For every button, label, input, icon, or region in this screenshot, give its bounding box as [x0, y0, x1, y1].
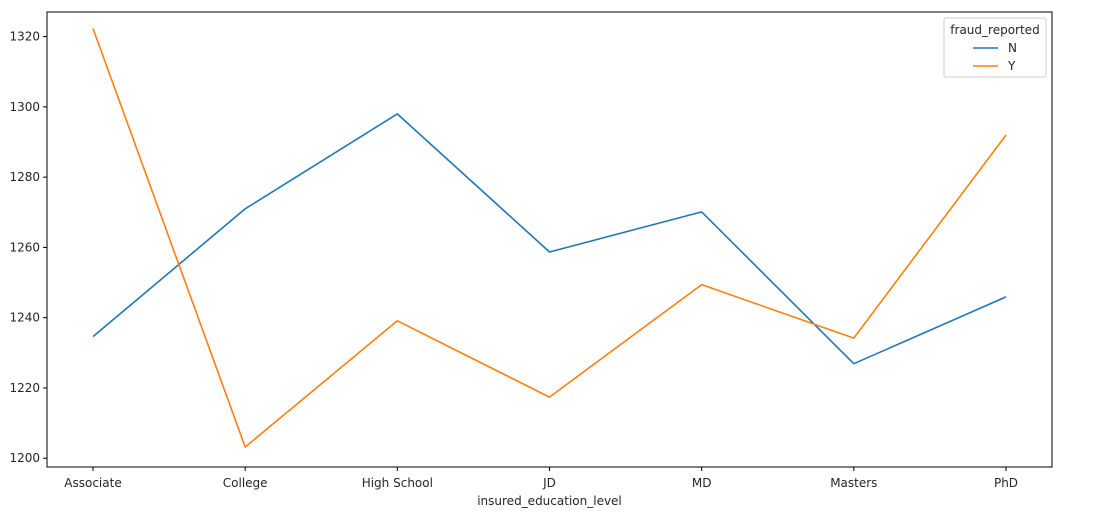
x-tick-label: High School — [362, 476, 433, 490]
y-tick-label: 1300 — [9, 100, 40, 114]
x-tick-label: College — [223, 476, 268, 490]
legend-label-n: N — [1008, 41, 1017, 55]
x-tick-label: MD — [692, 476, 712, 490]
legend-entries: NY — [973, 41, 1017, 73]
series-lines — [92, 28, 1007, 448]
x-axis-ticks: Associate College High School JD MD Masters Ph… — [64, 467, 1018, 490]
x-tick-label: Associate — [64, 476, 121, 490]
y-tick-label: 1320 — [9, 30, 40, 44]
x-axis-label: insured_education_level — [477, 494, 622, 508]
legend-title: fraud_reported — [950, 23, 1039, 37]
y-axis-ticks: 1200 1220 1240 1260 1280 1300 1320 — [9, 30, 47, 465]
y-tick-label: 1220 — [9, 381, 40, 395]
y-tick-label: 1200 — [9, 451, 40, 465]
x-tick-label: Masters — [830, 476, 877, 490]
axes-frame — [46, 11, 1053, 468]
x-tick-label: PhD — [994, 476, 1018, 490]
legend: fraud_reported NY — [943, 17, 1047, 78]
x-tick-label: JD — [542, 476, 556, 490]
series-line-y — [92, 28, 1007, 448]
y-tick-label: 1280 — [9, 170, 40, 184]
y-tick-label: 1260 — [9, 240, 40, 254]
series-line-n — [92, 113, 1007, 365]
plot-area-border — [46, 11, 1053, 468]
legend-label-y: Y — [1007, 59, 1016, 73]
y-tick-label: 1240 — [9, 311, 40, 325]
